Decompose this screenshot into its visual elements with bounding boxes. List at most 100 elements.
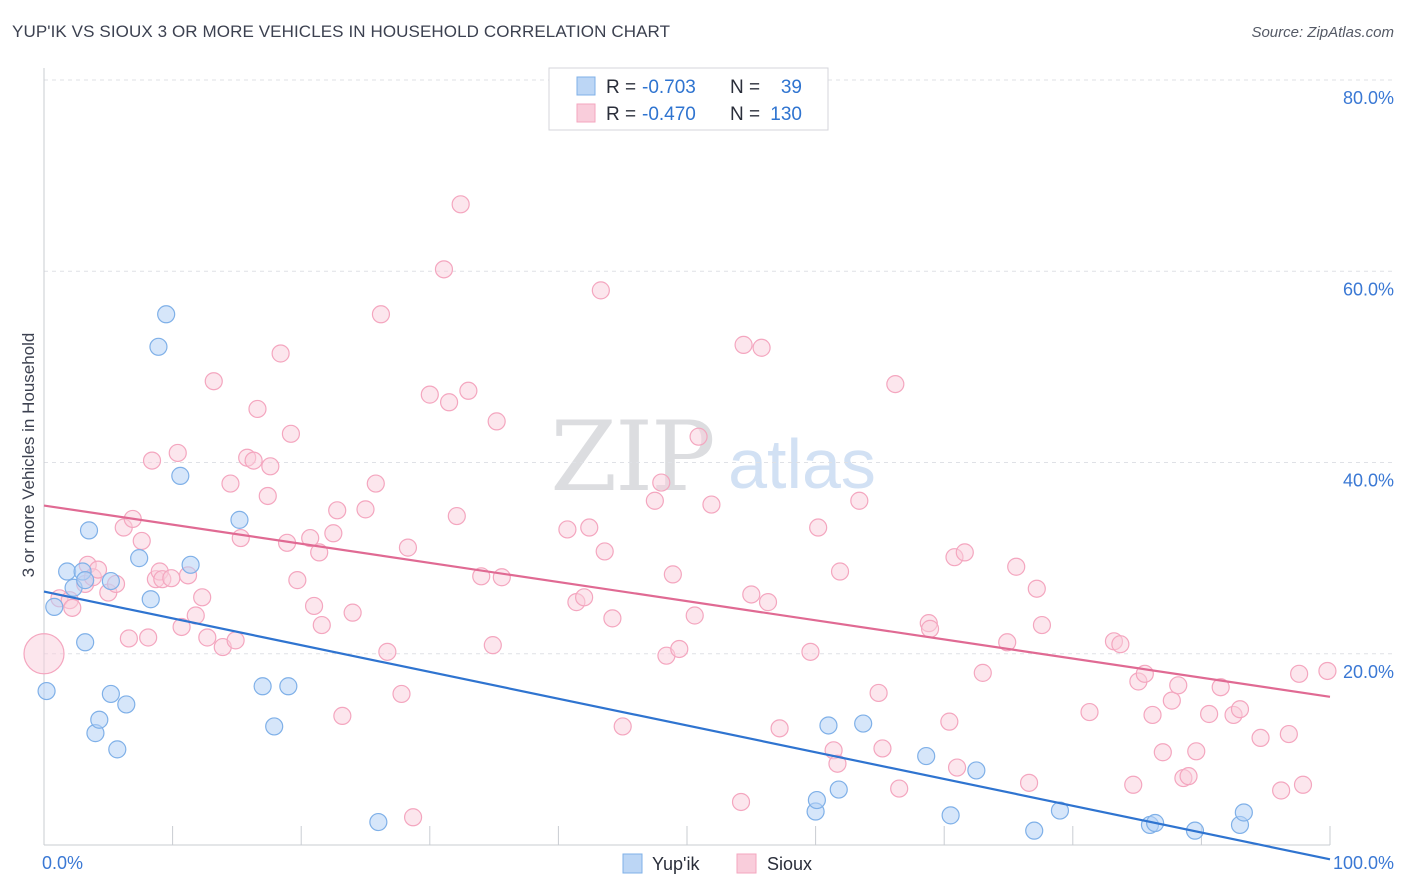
series-yupik	[37, 305, 1253, 840]
point-sioux	[204, 372, 223, 391]
bottom-legend: Yup'ik Sioux	[622, 853, 812, 874]
point-sioux	[1272, 781, 1291, 800]
point-sioux	[258, 486, 277, 506]
point-sioux	[1143, 705, 1162, 725]
point-yupik	[171, 466, 190, 485]
point-sioux	[1007, 557, 1026, 576]
point-yupik	[253, 677, 272, 696]
point-sioux	[663, 565, 682, 584]
y-tick-label-20: 20.0%	[1343, 662, 1394, 682]
legend-n-label-yupik: N =	[730, 77, 760, 98]
point-sioux	[168, 443, 187, 463]
point-sioux	[828, 754, 847, 773]
point-yupik	[79, 521, 99, 540]
point-sioux	[119, 629, 138, 648]
point-sioux	[973, 663, 992, 682]
point-sioux	[830, 562, 850, 581]
grid-lines	[44, 79, 1392, 655]
point-sioux	[398, 538, 418, 557]
point-sioux	[492, 568, 511, 587]
point-sioux	[1153, 743, 1172, 762]
point-sioux	[1251, 728, 1270, 748]
trend-line-sioux	[43, 504, 1331, 698]
point-sioux	[685, 606, 704, 625]
point-yupik	[141, 590, 160, 609]
point-sioux	[1111, 635, 1130, 654]
point-sioux	[801, 642, 820, 661]
point-sioux	[1080, 702, 1099, 722]
point-sioux	[890, 779, 909, 798]
point-sioux	[139, 628, 158, 647]
point-yupik	[941, 806, 960, 825]
point-sioux	[324, 524, 343, 543]
point-yupik	[108, 740, 127, 759]
point-yupik	[967, 761, 986, 780]
legend-r-label-sioux: R =	[606, 104, 636, 125]
point-sioux	[1290, 664, 1309, 683]
x-tick-label-0: 0.0%	[42, 853, 83, 873]
point-sioux	[886, 374, 905, 394]
point-yupik	[279, 677, 298, 696]
point-sioux	[439, 393, 459, 412]
y-tick-label-80: 80.0%	[1343, 88, 1394, 108]
y-tick-label-40: 40.0%	[1343, 471, 1394, 491]
point-sioux	[281, 424, 301, 443]
series-sioux	[23, 195, 1337, 827]
point-sioux	[955, 543, 974, 562]
point-sioux	[231, 528, 250, 548]
point-yupik	[230, 510, 249, 529]
point-sioux	[869, 683, 888, 703]
point-yupik	[854, 714, 873, 733]
point-yupik	[157, 305, 176, 324]
point-sioux	[731, 792, 751, 812]
legend-n-label-sioux: N =	[730, 104, 760, 125]
chart-title: YUP'IK VS SIOUX 3 OR MORE VEHICLES IN HO…	[12, 22, 671, 41]
point-sioux	[998, 633, 1017, 652]
point-sioux	[873, 739, 892, 758]
point-sioux	[172, 617, 191, 637]
x-tick-label-1: 100.0%	[1333, 853, 1394, 873]
point-sioux	[1293, 775, 1313, 794]
point-yupik	[58, 562, 77, 581]
point-sioux	[366, 474, 385, 493]
point-sioux	[312, 615, 331, 635]
point-sioux	[403, 808, 423, 827]
legend-r-label-yupik: R =	[606, 77, 636, 98]
point-sioux	[1169, 676, 1188, 695]
point-sioux	[23, 633, 65, 675]
point-sioux	[63, 598, 82, 617]
point-yupik	[76, 633, 95, 652]
point-sioux	[162, 569, 181, 588]
trend-lines	[43, 504, 1331, 861]
point-sioux	[702, 495, 721, 514]
point-yupik	[1025, 821, 1044, 840]
point-sioux	[248, 399, 267, 419]
y-axis-label: 3 or more Vehicles in Household	[19, 333, 38, 578]
point-yupik	[265, 717, 284, 736]
bottom-legend-label-yupik: Yup'ik	[652, 854, 700, 874]
bottom-legend-swatch-sioux	[736, 853, 757, 874]
legend-swatch-yupik	[576, 76, 596, 96]
point-sioux	[652, 473, 671, 492]
point-yupik	[117, 695, 136, 714]
point-sioux	[575, 588, 594, 607]
point-sioux	[288, 571, 307, 590]
point-sioux	[459, 381, 478, 400]
legend-box: R = -0.703 N = 39 R = -0.470 N = 130	[548, 67, 829, 131]
point-sioux	[1318, 661, 1337, 681]
point-sioux	[850, 491, 869, 510]
point-sioux	[1162, 691, 1181, 710]
point-yupik	[181, 555, 200, 574]
point-sioux	[595, 542, 614, 561]
watermark-atlas: atlas	[728, 425, 876, 503]
bottom-legend-label-sioux: Sioux	[767, 854, 812, 874]
point-sioux	[920, 619, 940, 638]
point-yupik	[1234, 803, 1253, 822]
point-yupik	[45, 597, 64, 616]
point-sioux	[558, 520, 577, 539]
point-sioux	[770, 719, 789, 738]
legend-swatch-sioux	[576, 103, 596, 123]
point-sioux	[689, 427, 708, 446]
point-yupik	[149, 337, 168, 356]
point-sioux	[221, 474, 240, 493]
